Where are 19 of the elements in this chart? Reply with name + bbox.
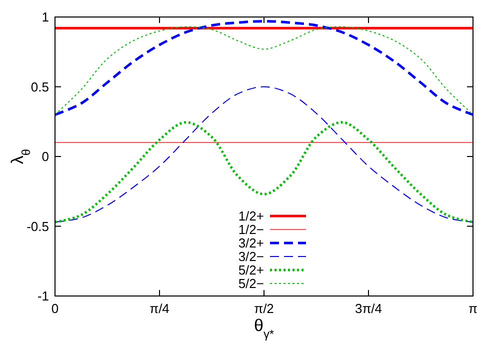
legend-label: 1/2− — [238, 222, 264, 237]
line-series — [54, 86, 474, 223]
x-tick-label: π — [468, 301, 478, 316]
legend-label: 3/2+ — [238, 236, 264, 250]
x-tick-label: 3π/4 — [354, 301, 382, 316]
x-tick-label: 0 — [51, 301, 59, 316]
x-axis-title: θ$_{γ*}$ — [254, 316, 274, 341]
y-tick-label: 0.5 — [30, 79, 49, 94]
legend-label: 3/2− — [238, 249, 264, 264]
legend-label: 1/2+ — [238, 208, 264, 224]
y-tick-label: -1 — [37, 288, 49, 304]
line-series — [54, 121, 474, 224]
y-tick-label: 1 — [42, 10, 49, 24]
legend-label: 5/2− — [238, 276, 264, 291]
y-tick-label: -0.5 — [26, 218, 49, 234]
legend-label: 5/2+ — [238, 262, 264, 278]
y-tick-label: 0 — [42, 149, 49, 164]
x-tick-label: π/4 — [150, 301, 170, 316]
x-tick-label: π/2 — [254, 301, 274, 316]
